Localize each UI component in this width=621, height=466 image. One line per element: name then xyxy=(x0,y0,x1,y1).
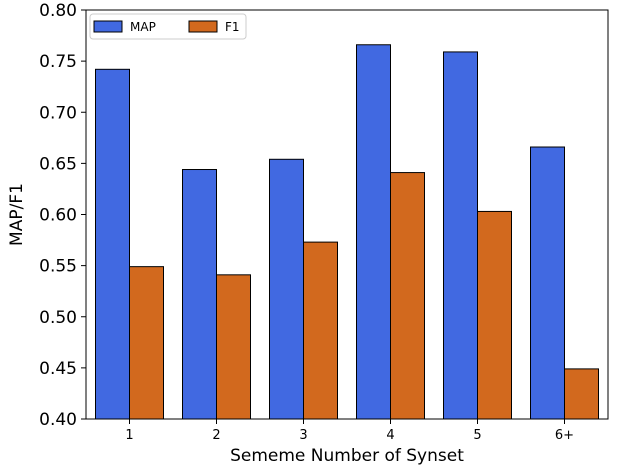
y-tick-label: 0.40 xyxy=(39,410,77,430)
y-tick-label: 0.80 xyxy=(39,1,77,21)
legend-box xyxy=(89,13,247,40)
bar-f1-1 xyxy=(129,266,164,420)
legend-swatch-map xyxy=(93,20,123,33)
bar-map-3 xyxy=(269,158,304,420)
x-tick-label: 1 xyxy=(125,428,133,443)
x-tick-label: 6+ xyxy=(555,428,574,443)
y-tick-label: 0.45 xyxy=(39,359,77,379)
y-axis: 0.40 0.45 0.50 0.55 0.60 0.65 0.70 0.75 0.80 xyxy=(39,1,86,430)
bar-f1-2 xyxy=(216,274,251,420)
bar-map-1 xyxy=(95,68,130,420)
bar-f1-6+ xyxy=(564,368,599,420)
y-axis-title: MAP/F1 xyxy=(7,183,27,246)
y-tick-label: 0.70 xyxy=(39,103,77,123)
legend-swatch-f1 xyxy=(188,20,218,33)
y-tick-label: 0.55 xyxy=(39,257,77,277)
bar-map-4 xyxy=(356,44,391,420)
bar-f1-4 xyxy=(390,172,425,420)
bar-f1-5 xyxy=(477,210,512,420)
bars-group xyxy=(95,44,599,420)
x-axis: 1 2 3 4 5 6+ xyxy=(125,419,574,443)
legend-label-map: MAP xyxy=(130,20,156,34)
bar-map-5 xyxy=(443,51,478,420)
bar-f1-3 xyxy=(303,241,338,420)
bar-map-6+ xyxy=(530,146,565,420)
x-axis-title: Sememe Number of Synset xyxy=(230,446,464,466)
y-tick-label: 0.50 xyxy=(39,308,77,328)
x-tick-label: 2 xyxy=(212,428,220,443)
legend-label-f1: F1 xyxy=(225,20,240,34)
y-tick-label: 0.75 xyxy=(39,52,77,72)
y-tick-label: 0.60 xyxy=(39,206,77,226)
bar-map-2 xyxy=(182,169,217,420)
legend: MAP F1 xyxy=(89,13,247,40)
y-tick-label: 0.65 xyxy=(39,154,77,174)
x-tick-label: 5 xyxy=(473,428,481,443)
x-tick-label: 4 xyxy=(386,428,394,443)
x-tick-label: 3 xyxy=(299,428,307,443)
plot-area-frame xyxy=(85,9,609,420)
